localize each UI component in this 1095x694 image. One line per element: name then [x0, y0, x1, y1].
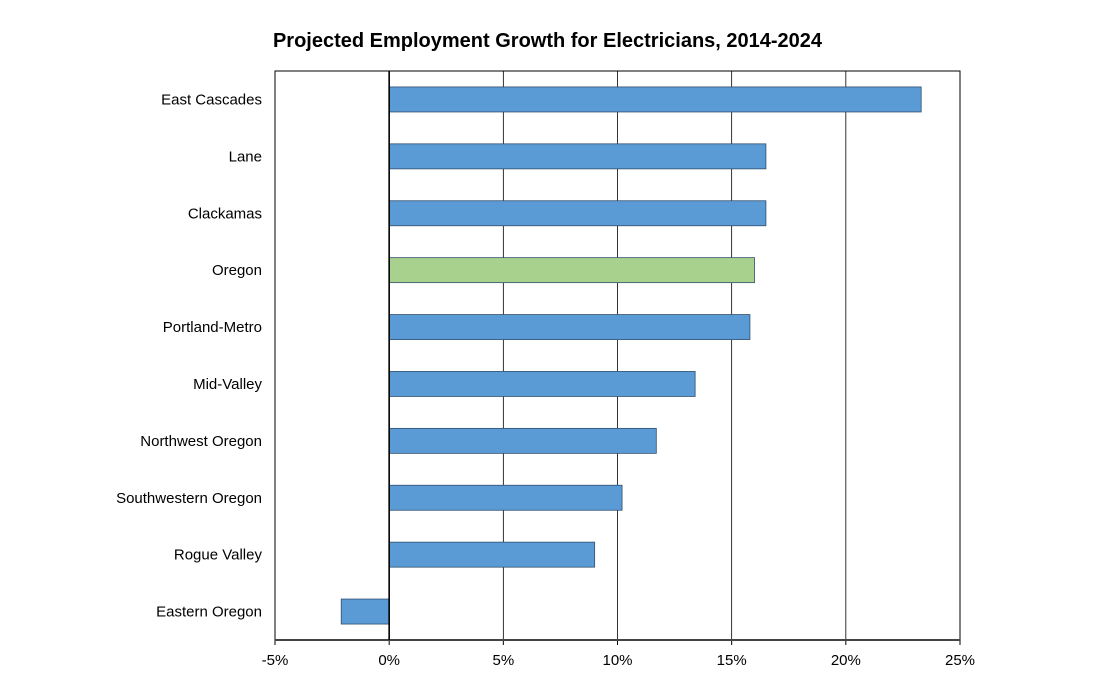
x-tick-label: 5%	[492, 652, 514, 669]
bar-lane	[388, 143, 767, 170]
x-tick-label: 20%	[831, 652, 861, 669]
category-label: Oregon	[212, 262, 262, 279]
bar-southwestern-oregon	[388, 484, 623, 511]
bar-eastern-oregon	[340, 598, 390, 625]
x-tick-label: 0%	[378, 652, 400, 669]
bar-east-cascades	[388, 86, 922, 113]
bar-clackamas	[388, 200, 767, 227]
category-label: Southwestern Oregon	[116, 490, 262, 507]
category-label: Mid-Valley	[193, 376, 262, 393]
x-tick-label: 15%	[717, 652, 747, 669]
bar-portland-metro	[388, 314, 751, 340]
chart-title: Projected Employment Growth for Electric…	[272, 30, 823, 52]
bar-northwest-oregon	[388, 427, 657, 454]
category-label: Rogue Valley	[174, 547, 263, 564]
category-label: Lane	[229, 148, 262, 165]
category-label: Clackamas	[188, 205, 262, 222]
x-tick-label: -5%	[262, 652, 289, 669]
category-label: East Cascades	[161, 91, 262, 108]
x-tick-label: 25%	[945, 652, 975, 669]
bar-oregon	[388, 257, 755, 284]
category-label: Northwest Oregon	[140, 433, 262, 450]
category-label: Eastern Oregon	[156, 604, 262, 621]
bar-mid-valley	[388, 371, 696, 397]
x-tick-label: 10%	[602, 652, 632, 669]
category-label: Portland-Metro	[163, 319, 262, 336]
bar-rogue-valley	[388, 541, 596, 568]
